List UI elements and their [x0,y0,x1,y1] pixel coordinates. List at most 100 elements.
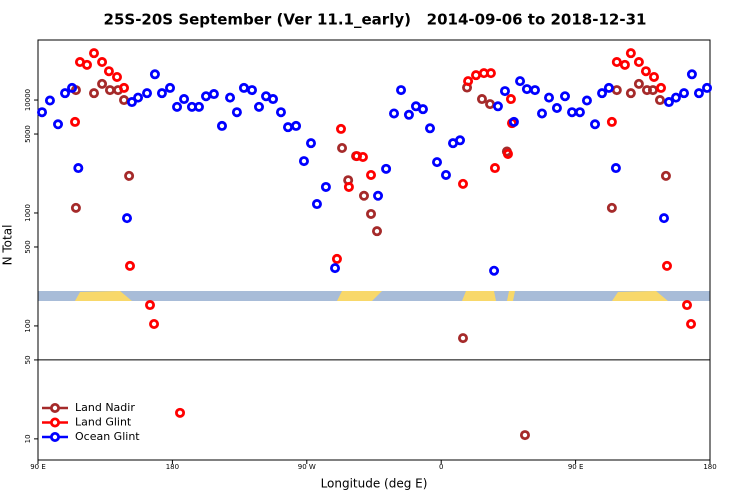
point [331,253,342,264]
point [144,300,155,311]
legend-label: Land Glint [75,416,132,429]
point [625,48,636,59]
point [489,163,500,174]
point [172,101,183,112]
point [119,95,130,106]
point [633,57,644,68]
point [111,71,122,82]
point [60,88,71,99]
point [499,86,510,97]
x-tick-label: 90 E [30,463,46,471]
point [432,157,443,168]
point [458,333,469,344]
y-axis-label: N Total [1,225,15,266]
x-tick-label: 0 [439,463,443,471]
point [633,78,644,89]
point [661,260,672,271]
point [485,68,496,79]
point [581,95,592,106]
point [193,101,204,112]
point [424,123,435,134]
point [610,163,621,174]
point [693,88,704,99]
point [89,88,100,99]
point [492,101,503,112]
legend-marker [50,417,61,428]
point [590,119,601,130]
point [311,199,322,210]
point [149,69,160,80]
legend-marker [50,402,61,413]
y-tick-label: 10000 [24,89,32,111]
point [282,122,293,133]
point [682,300,693,311]
y-tick-label: 10 [24,434,32,443]
point [659,213,670,224]
point [574,107,585,118]
point [649,71,660,82]
point [275,107,286,118]
plot-frame [37,39,711,461]
point [337,143,348,154]
point [67,82,78,93]
point [544,92,555,103]
point [559,91,570,102]
point [485,99,496,110]
point [179,94,190,105]
point [679,88,690,99]
point [133,92,144,103]
point [238,82,249,93]
point [70,202,81,213]
point [358,190,369,201]
point [463,76,474,87]
point [89,48,100,59]
point [268,94,279,105]
point [663,97,674,108]
point [505,94,516,105]
legend-marker [50,431,61,442]
point [640,66,651,77]
point [37,107,48,118]
point [373,190,384,201]
x-tick-label: 90 W [298,463,316,471]
series [70,78,671,441]
point [366,208,377,219]
point [225,92,236,103]
point [489,265,500,276]
point [381,163,392,174]
point [519,430,530,441]
y-tick-label: 50 [24,355,32,364]
point [458,178,469,189]
point [208,89,219,100]
point [320,181,331,192]
legend-label: Ocean Glint [75,430,140,443]
series [37,69,713,276]
point [567,107,578,118]
point [122,213,133,224]
point [603,82,614,93]
point [126,97,137,108]
point [403,109,414,120]
map-strip [38,291,710,301]
point [606,116,617,127]
point [476,94,487,105]
point [656,82,667,93]
point [254,101,265,112]
y-tick-label: 100 [24,319,32,332]
point [508,116,519,127]
point [537,108,548,119]
point [647,85,658,96]
point [357,152,368,163]
point [529,85,540,96]
point [231,107,242,118]
point [330,263,341,274]
point [654,95,665,106]
x-axis-label: Longitude (deg E) [321,477,428,491]
point [389,108,400,119]
point [417,104,428,115]
point [97,78,108,89]
point [97,57,108,68]
point [515,76,526,87]
x-tick-label: 90 E [568,463,584,471]
point [371,226,382,237]
